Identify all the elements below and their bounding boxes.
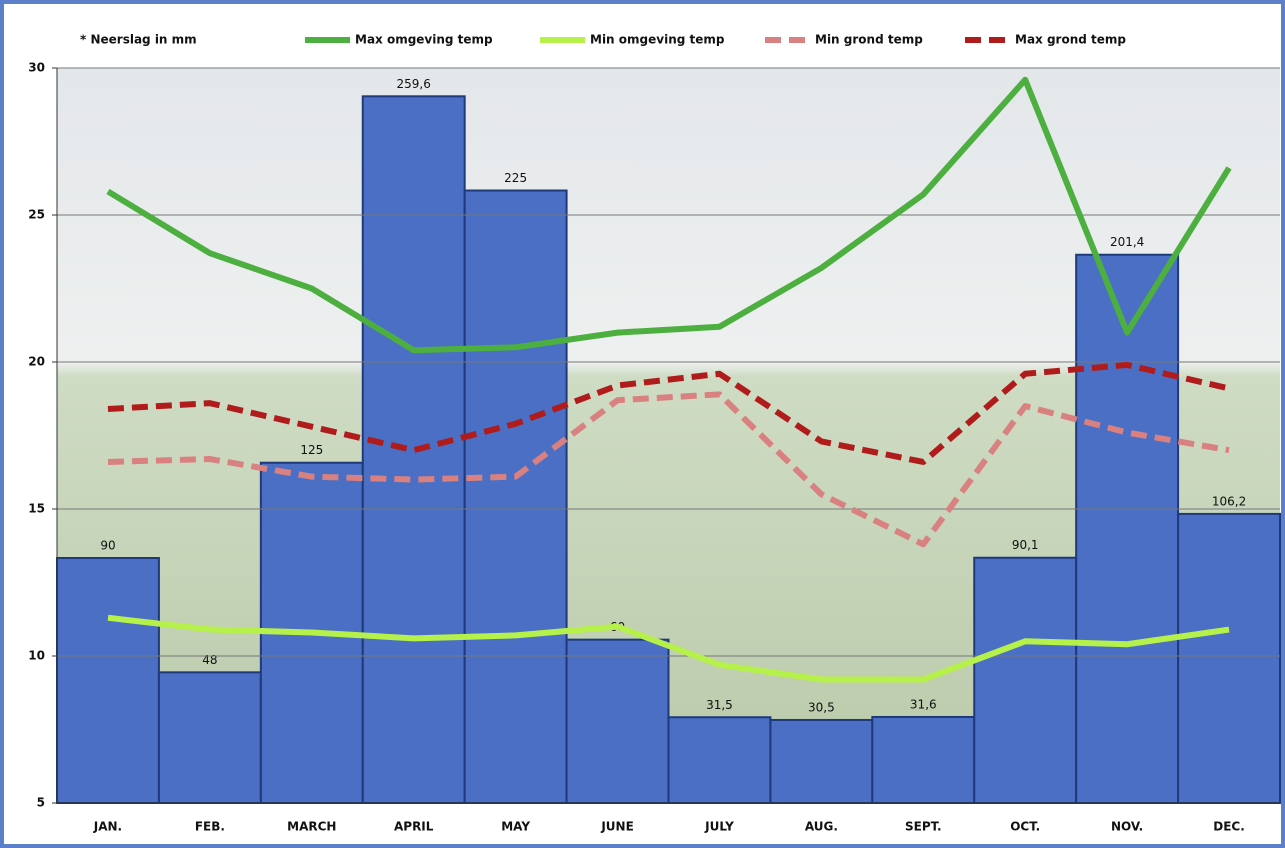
- bar: [769, 718, 874, 805]
- y-tick-label: 10: [28, 649, 45, 663]
- legend-label: * Neerslag in mm: [80, 33, 197, 47]
- data-label: 201,4: [1110, 235, 1144, 249]
- data-label: 90: [100, 539, 115, 553]
- x-tick-label: DEC.: [1213, 820, 1245, 834]
- legend-label: Max omgeving temp: [355, 33, 493, 47]
- y-tick-label: 25: [28, 208, 45, 222]
- x-tick-label: NOV.: [1111, 820, 1143, 834]
- y-tick-label: 20: [28, 355, 45, 369]
- data-label: 90,1: [1012, 538, 1039, 552]
- data-label: 31,5: [706, 698, 733, 712]
- data-label: 30,5: [808, 700, 835, 714]
- x-tick-label: AUG.: [805, 820, 838, 834]
- legend-label: Min omgeving temp: [590, 33, 725, 47]
- data-label: 225: [504, 171, 527, 185]
- x-tick-label: JULY: [704, 820, 734, 834]
- line-series: [107, 361, 1230, 465]
- x-tick-label: OCT.: [1010, 820, 1040, 834]
- x-tick-label: JAN.: [93, 820, 122, 834]
- y-tick-label: 15: [28, 502, 45, 516]
- bar: [1075, 253, 1180, 804]
- line-series: [107, 614, 1230, 683]
- x-tick-label: APRIL: [394, 820, 434, 834]
- data-label: 259,6: [397, 77, 431, 91]
- y-tick-label: 30: [28, 61, 45, 75]
- data-label: 48: [202, 653, 217, 667]
- bar: [463, 189, 568, 804]
- x-tick-label: FEB.: [195, 820, 225, 834]
- bar: [1177, 512, 1282, 805]
- bar: [667, 716, 772, 804]
- y-tick-label: 5: [37, 796, 45, 810]
- x-tick-label: MARCH: [287, 820, 336, 834]
- line-series: [107, 391, 1230, 548]
- data-label: 31,6: [910, 697, 937, 711]
- bar: [361, 95, 466, 805]
- data-label: 106,2: [1212, 494, 1246, 508]
- x-tick-label: SEPT.: [905, 820, 942, 834]
- legend-label: Max grond temp: [1015, 33, 1126, 47]
- bar: [56, 557, 160, 804]
- data-label: 125: [300, 443, 323, 457]
- bar: [871, 715, 976, 805]
- legend-label: Min grond temp: [815, 33, 923, 47]
- x-tick-label: MAY: [501, 820, 530, 834]
- x-tick-label: JUNE: [600, 820, 633, 834]
- bar: [565, 638, 670, 805]
- line-series: [106, 76, 1232, 354]
- bar: [157, 671, 262, 804]
- bar: [973, 556, 1078, 804]
